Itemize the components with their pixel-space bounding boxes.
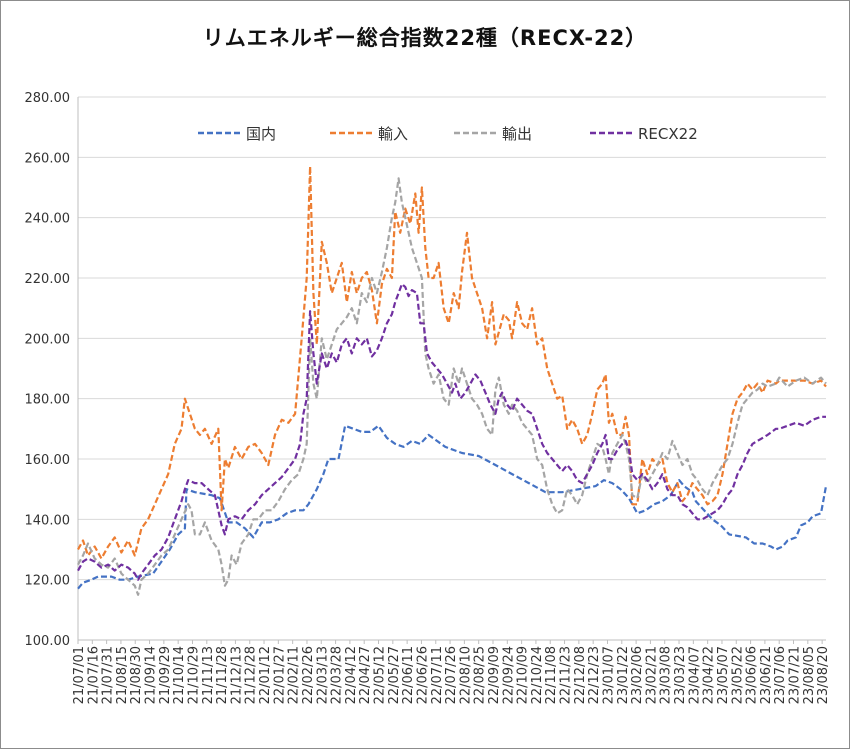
x-tick-label: 23/08/05 bbox=[802, 646, 817, 704]
x-tick-label: 21/09/14 bbox=[144, 646, 159, 704]
y-tick-label: 200.00 bbox=[25, 332, 71, 347]
series-lines bbox=[77, 165, 828, 596]
x-tick-label: 22/03/28 bbox=[330, 646, 345, 704]
x-tick-label: 23/07/21 bbox=[788, 646, 803, 704]
x-tick-label: 22/01/12 bbox=[258, 646, 273, 704]
x-tick-label: 22/09/24 bbox=[501, 646, 516, 704]
x-tick-label: 22/07/26 bbox=[444, 646, 459, 704]
x-tick-label: 21/07/31 bbox=[101, 646, 116, 704]
x-tick-label: 22/11/23 bbox=[559, 646, 574, 704]
x-tick-label: 21/08/30 bbox=[129, 646, 144, 704]
series-line-1 bbox=[77, 165, 827, 560]
x-tick-label: 21/11/28 bbox=[215, 646, 230, 704]
x-tick-label: 21/09/29 bbox=[158, 646, 173, 704]
x-tick-label: 22/03/13 bbox=[315, 646, 330, 704]
chart-title: リムエネルギー総合指数22種（RECX-22） bbox=[202, 26, 648, 50]
x-tick-label: 22/01/27 bbox=[272, 646, 287, 704]
y-tick-label: 160.00 bbox=[25, 453, 71, 468]
y-axis: 100.00 120.00 140.00 160.00 180.00 200.00 220.… bbox=[25, 91, 79, 649]
legend: 国内 輸入 輸出 RECX22 bbox=[198, 125, 698, 143]
x-tick-label: 22/05/27 bbox=[387, 646, 402, 704]
x-tick-label: 23/01/22 bbox=[616, 646, 631, 704]
y-tick-label: 220.00 bbox=[25, 272, 71, 287]
x-tick-label: 23/04/22 bbox=[702, 646, 717, 704]
legend-label-2: 輸出 bbox=[502, 125, 532, 143]
x-tick-label: 23/08/20 bbox=[816, 646, 831, 704]
x-tick-label: 22/10/24 bbox=[530, 646, 545, 704]
x-tick-label: 22/09/09 bbox=[487, 646, 502, 704]
x-tick-label: 21/12/13 bbox=[229, 646, 244, 704]
x-tick-label: 21/12/28 bbox=[244, 646, 259, 704]
x-tick-label: 23/05/07 bbox=[716, 646, 731, 704]
x-tick-label: 23/05/22 bbox=[730, 646, 745, 704]
y-tick-label: 100.00 bbox=[25, 634, 71, 649]
y-tick-label: 280.00 bbox=[25, 91, 71, 106]
x-axis: 21/07/01 21/07/16 21/07/31 21/08/15 21/08/30… bbox=[72, 639, 831, 704]
x-tick-label: 22/05/12 bbox=[373, 646, 388, 704]
x-tick-label: 21/07/01 bbox=[72, 646, 87, 704]
y-tick-label: 140.00 bbox=[25, 513, 71, 528]
x-tick-label: 22/12/08 bbox=[573, 646, 588, 704]
series-line-2 bbox=[77, 177, 827, 596]
x-tick-label: 22/04/12 bbox=[344, 646, 359, 704]
x-tick-label: 21/10/29 bbox=[186, 646, 201, 704]
x-tick-label: 23/02/21 bbox=[644, 646, 659, 704]
x-tick-label: 23/06/21 bbox=[759, 646, 774, 704]
x-tick-label: 22/07/11 bbox=[430, 646, 445, 704]
x-tick-label: 23/03/23 bbox=[673, 646, 688, 704]
x-tick-label: 21/11/13 bbox=[201, 646, 216, 704]
y-tick-label: 240.00 bbox=[25, 212, 71, 227]
x-tick-label: 22/12/23 bbox=[587, 646, 602, 704]
series-line-0 bbox=[77, 424, 828, 590]
y-tick-label: 260.00 bbox=[25, 151, 71, 166]
x-tick-label: 22/08/10 bbox=[458, 646, 473, 704]
x-tick-label: 23/01/07 bbox=[601, 646, 616, 704]
x-tick-label: 22/06/11 bbox=[401, 646, 416, 704]
x-tick-label: 22/10/09 bbox=[516, 646, 531, 704]
x-tick-label: 23/03/08 bbox=[659, 646, 674, 704]
x-tick-label: 23/02/06 bbox=[630, 646, 645, 704]
x-tick-label: 21/10/14 bbox=[172, 646, 187, 704]
x-tick-label: 22/08/25 bbox=[473, 646, 488, 704]
x-tick-label: 22/04/27 bbox=[358, 646, 373, 704]
x-tick-label: 23/04/07 bbox=[687, 646, 702, 704]
gridlines bbox=[78, 96, 826, 641]
x-tick-label: 22/11/08 bbox=[544, 646, 559, 704]
x-tick-label: 22/02/11 bbox=[287, 646, 302, 704]
legend-label-1: 輸入 bbox=[378, 125, 408, 143]
x-tick-label: 23/06/06 bbox=[745, 646, 760, 704]
y-tick-label: 120.00 bbox=[25, 574, 71, 589]
y-tick-label: 180.00 bbox=[25, 393, 71, 408]
legend-label-0: 国内 bbox=[246, 125, 276, 143]
series-line-3 bbox=[77, 282, 826, 581]
legend-label-3: RECX22 bbox=[638, 125, 698, 143]
x-tick-label: 22/06/26 bbox=[415, 646, 430, 704]
x-tick-label: 21/07/16 bbox=[86, 646, 101, 704]
x-tick-label: 22/02/26 bbox=[301, 646, 316, 704]
x-tick-label: 23/07/06 bbox=[773, 646, 788, 704]
x-tick-label: 21/08/15 bbox=[115, 646, 130, 704]
